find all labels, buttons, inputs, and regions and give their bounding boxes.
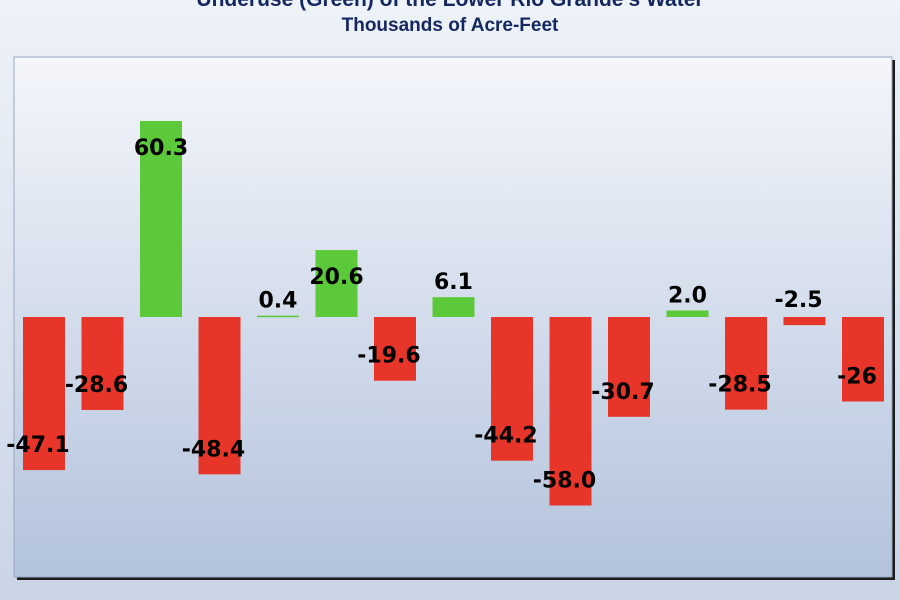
bar (549, 317, 592, 506)
bar (374, 317, 416, 381)
bar (608, 317, 650, 417)
data-label: 0.4 (259, 289, 298, 314)
data-label: -28.5 (708, 373, 771, 398)
chart-title: Underuse (Green) of the Lower Rio Grande… (0, 0, 900, 12)
bar (257, 315, 299, 318)
data-label: -2.5 (774, 288, 822, 313)
data-label: -58.0 (533, 469, 596, 494)
data-label: -28.6 (65, 373, 128, 398)
bar (725, 317, 767, 410)
bar (140, 121, 182, 318)
data-label: -19.6 (357, 344, 420, 369)
chart-subtitle: Thousands of Acre-Feet (341, 15, 559, 36)
bar (783, 317, 826, 326)
data-label: -30.7 (591, 380, 654, 405)
data-label: -44.2 (474, 424, 537, 449)
bar (432, 297, 475, 317)
bar (666, 310, 709, 317)
data-label: 60.3 (134, 136, 188, 161)
bar (23, 317, 65, 471)
data-label: -26 (837, 365, 877, 390)
data-label: 2.0 (668, 284, 707, 309)
bar (842, 317, 884, 402)
bar (491, 317, 533, 461)
data-label: -48.4 (182, 437, 245, 462)
bar (315, 250, 358, 317)
data-label: 6.1 (434, 270, 473, 295)
bar (81, 317, 124, 410)
data-label: -47.1 (6, 433, 69, 458)
bar (198, 317, 241, 475)
data-label: 20.6 (309, 265, 363, 290)
